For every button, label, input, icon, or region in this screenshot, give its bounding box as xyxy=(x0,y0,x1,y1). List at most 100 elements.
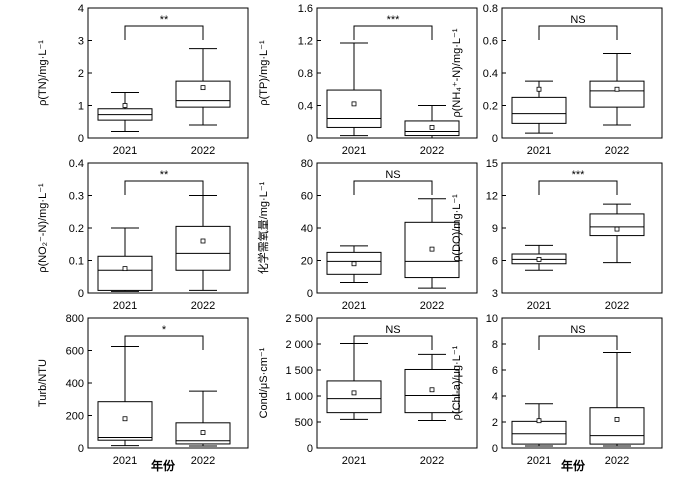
y-tick-label: 600 xyxy=(66,346,84,358)
y-tick-label: 1.6 xyxy=(298,3,313,15)
y-tick-label: 0 xyxy=(307,133,313,145)
significance-bracket xyxy=(538,25,618,40)
y-tick-label: 3 xyxy=(78,36,84,48)
panel-5: 0 20 40 60 80 化学需氧量/mg·L⁻¹ 2021 2022 NS xyxy=(256,158,478,312)
mean-marker xyxy=(536,86,542,92)
y-tick-label: 10 xyxy=(486,313,498,325)
mean-marker xyxy=(429,125,435,130)
y-tick-label: 500 xyxy=(295,417,313,429)
iqr-box xyxy=(589,80,645,108)
x-title-left: 年份 xyxy=(151,458,176,473)
iqr-box xyxy=(175,225,231,271)
y-axis-label: ρ(NO₂⁻-N)/mg·L⁻¹ xyxy=(37,183,49,273)
significance-bracket xyxy=(353,180,433,195)
y-tick-label: 6 xyxy=(492,365,498,377)
y-tick-label: 1 000 xyxy=(285,391,313,403)
box-2021 xyxy=(326,342,382,420)
y-tick-label: 15 xyxy=(486,158,498,170)
box-2021 xyxy=(97,345,153,447)
y-tick-label: 40 xyxy=(301,223,313,235)
mean-marker xyxy=(614,86,620,92)
significance-label: *** xyxy=(387,14,401,26)
y-axis-label: Cond/μS·cm⁻¹ xyxy=(258,347,270,418)
x-tick-label: 2021 xyxy=(527,145,551,157)
iqr-box xyxy=(589,407,645,445)
y-tick-label: 20 xyxy=(301,256,313,268)
mean-marker xyxy=(351,261,357,267)
iqr-box xyxy=(97,255,153,291)
significance-bracket xyxy=(538,335,618,350)
y-tick-label: 0.4 xyxy=(298,101,313,113)
y-tick-label: 0.4 xyxy=(69,158,84,170)
y-tick-label: 1.2 xyxy=(298,36,313,48)
significance-label: * xyxy=(162,324,167,336)
box-2022 xyxy=(589,351,645,447)
y-axis-label: ρ(NH₄⁺-N)/mg·L⁻¹ xyxy=(451,28,463,117)
box-2022 xyxy=(404,353,460,421)
box-2022 xyxy=(589,203,645,264)
box-2021 xyxy=(511,403,567,447)
x-tick-label: 2022 xyxy=(420,145,444,157)
x-tick-label: 2022 xyxy=(420,300,444,312)
y-tick-label: 0 xyxy=(492,443,498,455)
iqr-box xyxy=(511,96,567,124)
y-tick-label: 0 xyxy=(492,133,498,145)
box-2022 xyxy=(589,53,645,126)
box-2021 xyxy=(97,227,153,292)
significance-bracket xyxy=(124,25,204,40)
y-tick-label: 0.6 xyxy=(483,36,498,48)
y-tick-label: 2 000 xyxy=(285,339,313,351)
x-tick-label: 2021 xyxy=(113,300,137,312)
y-tick-label: 1 500 xyxy=(285,365,313,377)
x-tick-label: 2022 xyxy=(191,300,215,312)
x-tick-label: 2021 xyxy=(342,145,366,157)
y-axis-label: 化学需氧量/mg·L⁻¹ xyxy=(256,181,270,274)
y-tick-label: 8 xyxy=(492,339,498,351)
box-2022 xyxy=(175,195,231,291)
x-tick-label: 2021 xyxy=(113,455,137,467)
y-tick-label: 0 xyxy=(78,133,84,145)
panel-3: 0 0.2 0.4 0.6 0.8 ρ(NH₄⁺-N)/mg·L⁻¹ 2021 2022 NS xyxy=(451,3,663,157)
y-tick-label: 0 xyxy=(78,443,84,455)
significance-bracket xyxy=(124,180,204,195)
y-tick-label: 200 xyxy=(66,411,84,423)
mean-marker xyxy=(122,416,128,422)
box-2021 xyxy=(511,80,567,134)
x-tick-label: 2022 xyxy=(605,455,629,467)
mean-marker xyxy=(200,85,206,91)
y-tick-label: 3 xyxy=(492,288,498,300)
panel-6: 3 6 9 12 15 ρ(DO)/mg·L⁻¹ 2021 2022 *** xyxy=(451,158,663,312)
panel-7: 0 200 400 600 800 Turb/NTU 2021 2022 * xyxy=(37,313,249,467)
y-tick-label: 2 500 xyxy=(285,313,313,325)
x-tick-label: 2021 xyxy=(113,145,137,157)
plot-frame xyxy=(501,317,663,449)
box-2022 xyxy=(175,48,231,126)
significance-label: *** xyxy=(572,169,586,181)
box-2022 xyxy=(404,105,460,139)
mean-marker xyxy=(351,390,357,396)
y-tick-label: 0 xyxy=(307,288,313,300)
y-tick-label: 0.8 xyxy=(483,3,498,15)
mean-marker xyxy=(614,416,620,422)
y-tick-label: 2 xyxy=(492,417,498,429)
y-tick-label: 60 xyxy=(301,191,313,203)
x-tick-label: 2022 xyxy=(605,300,629,312)
mean-marker xyxy=(536,257,542,262)
y-axis-label: ρ(DO)/mg·L⁻¹ xyxy=(451,194,463,262)
significance-label: NS xyxy=(570,324,585,336)
iqr-box xyxy=(511,420,567,445)
y-tick-label: 12 xyxy=(486,191,498,203)
x-tick-label: 2022 xyxy=(191,145,215,157)
x-title-right: 年份 xyxy=(561,458,586,473)
box-2022 xyxy=(404,198,460,289)
significance-bracket xyxy=(124,335,204,350)
y-axis-label: ρ(Chl-a)/μg·L⁻¹ xyxy=(451,345,463,420)
panel-2: 0 0.4 0.8 1.2 1.6 ρ(TP)/mg·L⁻¹ 2021 2022 *** xyxy=(258,3,478,157)
x-tick-label: 2022 xyxy=(191,455,215,467)
box-2021 xyxy=(97,92,153,132)
box-2021 xyxy=(326,42,382,137)
iqr-box xyxy=(326,380,382,414)
mean-marker xyxy=(351,101,357,107)
x-tick-label: 2022 xyxy=(605,145,629,157)
